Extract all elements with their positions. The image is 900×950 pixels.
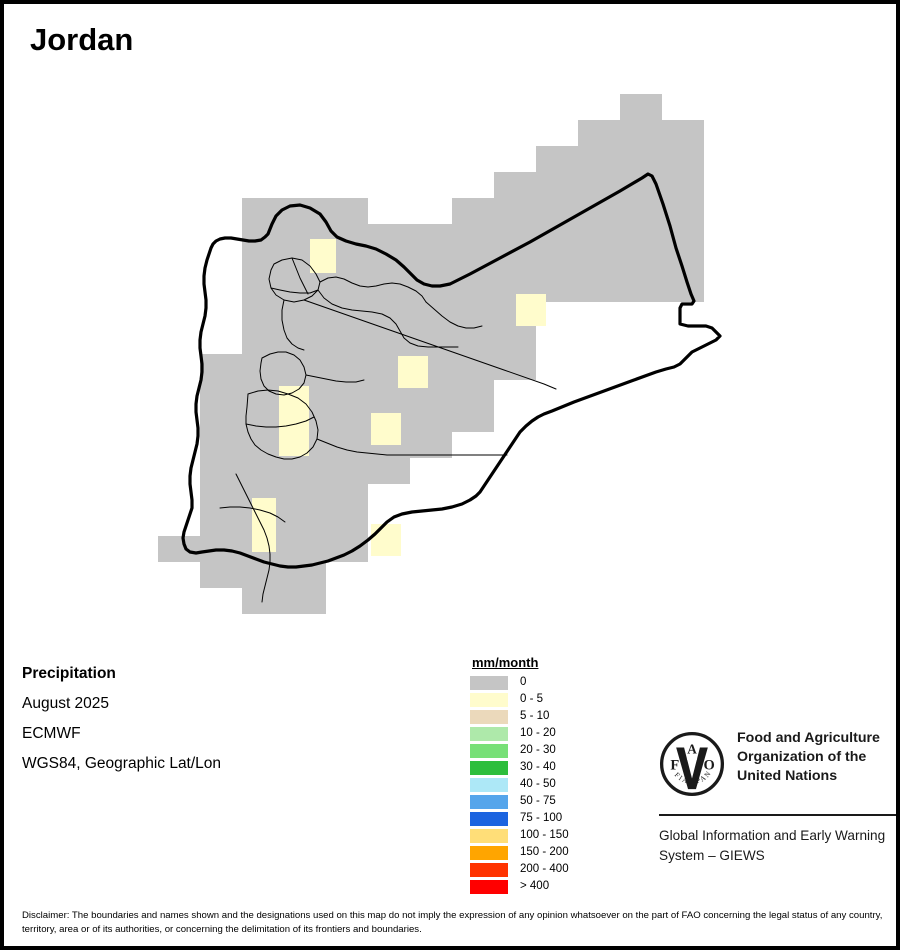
legend-label: 10 - 20 — [520, 726, 556, 739]
page-title: Jordan — [30, 22, 134, 57]
legend-row: 100 - 150 — [470, 827, 569, 844]
legend-row: 30 - 40 — [470, 759, 569, 776]
fao-divider — [659, 814, 896, 816]
legend-swatch — [470, 845, 508, 860]
legend-swatch — [470, 828, 508, 843]
legend-label: 20 - 30 — [520, 743, 556, 756]
fao-logo-icon: F A O FIAT PANIS — [656, 725, 725, 802]
legend-swatch — [470, 726, 508, 741]
legend: mm/month 0 0 - 5 5 - 10 10 - 20 20 - 30 30 - … — [470, 654, 569, 895]
legend-label: 5 - 10 — [520, 709, 550, 722]
legend-row: 20 - 30 — [470, 742, 569, 759]
admin-boundaries — [219, 257, 557, 603]
svg-text:F: F — [670, 757, 679, 773]
legend-swatch — [470, 675, 508, 690]
legend-swatch — [470, 862, 508, 877]
legend-label: 40 - 50 — [520, 777, 556, 790]
info-source: ECMWF — [22, 725, 81, 742]
legend-swatch — [470, 879, 508, 894]
legend-row: 50 - 75 — [470, 793, 569, 810]
legend-label: 50 - 75 — [520, 794, 556, 807]
info-period: August 2025 — [22, 695, 110, 712]
giews-unit-name: Global Information and Early Warning Sys… — [659, 828, 886, 863]
svg-text:A: A — [687, 741, 697, 756]
fao-organization-name: Food and Agriculture Organization of the… — [737, 730, 880, 784]
legend-row: 200 - 400 — [470, 861, 569, 878]
legend-row: 40 - 50 — [470, 776, 569, 793]
legend-label: 0 — [520, 675, 527, 688]
legend-row: > 400 — [470, 878, 569, 895]
info-variable: Precipitation — [22, 665, 116, 682]
map-canvas[interactable] — [4, 64, 896, 624]
legend-row: 150 - 200 — [470, 844, 569, 861]
legend-row: 0 - 5 — [470, 691, 569, 708]
country-border — [181, 172, 722, 569]
legend-row: 75 - 100 — [470, 810, 569, 827]
fao-branding: F A O FIAT PANIS Food and Agriculture Or… — [656, 725, 896, 866]
jordan-boundary — [181, 172, 722, 569]
legend-swatch — [470, 777, 508, 792]
legend-title: mm/month — [472, 655, 539, 670]
legend-label: 75 - 100 — [520, 811, 563, 824]
legend-label: > 400 — [520, 879, 550, 892]
legend-swatch — [470, 811, 508, 826]
legend-swatch — [470, 709, 508, 724]
legend-swatch — [470, 760, 508, 775]
legend-row: 0 — [470, 674, 569, 691]
svg-text:O: O — [704, 757, 715, 773]
legend-rows: 0 0 - 5 5 - 10 10 - 20 20 - 30 30 - 40 40 - 50… — [470, 674, 569, 895]
legend-label: 0 - 5 — [520, 692, 544, 705]
info-projection: WGS84, Geographic Lat/Lon — [22, 755, 222, 772]
legend-swatch — [470, 794, 508, 809]
map-info-block: Precipitation August 2025 ECMWF WGS84, G… — [22, 659, 342, 779]
raster-layer-low-precip — [252, 239, 546, 556]
legend-row: 5 - 10 — [470, 708, 569, 725]
legend-label: 30 - 40 — [520, 760, 556, 773]
legend-label: 150 - 200 — [520, 845, 569, 858]
legend-row: 10 - 20 — [470, 725, 569, 742]
legend-swatch — [470, 743, 508, 758]
legend-swatch — [470, 692, 508, 707]
disclaimer-text: Disclaimer: The boundaries and names sho… — [22, 910, 883, 935]
legend-label: 200 - 400 — [520, 862, 569, 875]
legend-label: 100 - 150 — [520, 828, 569, 841]
